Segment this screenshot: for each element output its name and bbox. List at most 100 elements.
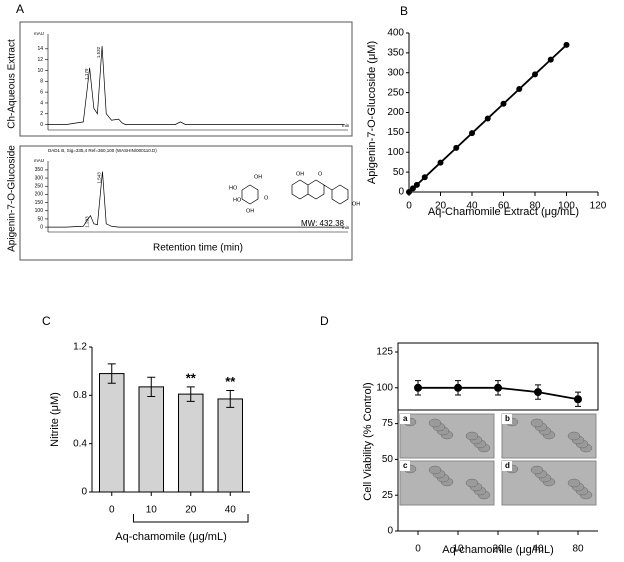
error-bar bbox=[147, 376, 156, 398]
y-tick-label: 14 bbox=[37, 46, 43, 52]
y-tick-label: 400 bbox=[387, 28, 404, 39]
data-point bbox=[409, 185, 416, 192]
x-tick-label: 80 bbox=[529, 201, 541, 212]
chromatogram-header: DAD1 B, Sig=335,4 Ref=360,100 (WASHIN\00… bbox=[48, 148, 157, 153]
significance-label: ** bbox=[225, 374, 236, 389]
x-tick-label: 40 bbox=[532, 544, 544, 555]
structure-label: O bbox=[318, 171, 323, 177]
chromatogram-frame bbox=[19, 145, 353, 261]
error-bar bbox=[186, 386, 195, 402]
significance-label: ** bbox=[186, 370, 197, 385]
plot-frame bbox=[397, 342, 599, 411]
bar bbox=[99, 373, 125, 493]
x-tick-label: 60 bbox=[498, 201, 510, 212]
data-line bbox=[48, 46, 345, 125]
data-point bbox=[414, 383, 422, 392]
data-point bbox=[534, 388, 542, 397]
data-point bbox=[484, 115, 491, 122]
x-tick-label: 40 bbox=[466, 201, 478, 212]
peak-label: 1.543 bbox=[97, 172, 102, 184]
micrograph-label-bg bbox=[400, 414, 410, 424]
data-line bbox=[48, 171, 345, 228]
y-tick-label: 1.2 bbox=[73, 342, 87, 353]
y-tick-label: 100 bbox=[35, 208, 44, 214]
x-tick-label: 40 bbox=[225, 505, 237, 516]
micrograph-label: c bbox=[403, 461, 408, 470]
peak-label: 1.203 bbox=[85, 216, 90, 228]
data-point bbox=[563, 41, 570, 48]
x-tick-label: 10 bbox=[452, 544, 464, 555]
x-unit: min bbox=[342, 225, 350, 230]
panel-label: C bbox=[42, 314, 51, 328]
y-tick-label: 250 bbox=[35, 184, 44, 190]
y-tick-label: 0 bbox=[40, 224, 43, 230]
micrograph-label: b bbox=[505, 414, 510, 423]
y-tick-label: 0.4 bbox=[73, 438, 87, 449]
micrograph-label: a bbox=[403, 414, 408, 423]
x-tick-label: 20 bbox=[492, 544, 504, 555]
structure-label: OH bbox=[296, 171, 304, 177]
y-tick-label: 50 bbox=[37, 216, 43, 222]
data-point bbox=[494, 383, 502, 392]
x-axis-label: Aq-chamomile (μg/mL) bbox=[115, 531, 226, 543]
x-tick-label: 0 bbox=[406, 201, 412, 212]
y-unit: mAU bbox=[34, 31, 44, 36]
micrograph-label: d bbox=[505, 461, 510, 470]
y-tick-label: 350 bbox=[387, 48, 404, 59]
y-tick-label: 50 bbox=[393, 167, 405, 178]
y-axis-label: Apigenin-7-O-Glucoside (μM) bbox=[366, 41, 378, 184]
dose-bracket bbox=[132, 514, 249, 523]
data-point bbox=[469, 130, 475, 137]
data-point bbox=[421, 174, 428, 181]
data-point bbox=[453, 144, 460, 151]
mw-note: MW: 432.38 bbox=[301, 219, 345, 228]
structure-label: HO bbox=[229, 185, 238, 191]
x-tick-label: 20 bbox=[185, 505, 197, 516]
y-unit: mAU bbox=[34, 158, 44, 163]
x-unit: min bbox=[342, 123, 350, 128]
x-tick-label: 10 bbox=[146, 505, 158, 516]
x-tick-label: 0 bbox=[109, 505, 115, 516]
data-point bbox=[406, 189, 412, 195]
y-tick-label: 100 bbox=[387, 147, 404, 158]
x-axis-label: Aq-Chamomile Extract (μg/mL) bbox=[428, 206, 579, 218]
x-axis-label: Retention time (min) bbox=[153, 243, 243, 254]
y-tick-label: 12 bbox=[37, 57, 43, 63]
cell bbox=[530, 465, 544, 475]
cell bbox=[465, 478, 479, 488]
x-tick-label: 80 bbox=[572, 544, 584, 555]
structure-label: OH bbox=[246, 208, 254, 214]
y-tick-label: 75 bbox=[382, 418, 394, 429]
y-tick-label: 0 bbox=[81, 487, 87, 498]
micrograph-label-bg bbox=[502, 414, 512, 424]
y-tick-label: 125 bbox=[376, 347, 393, 358]
cell bbox=[567, 478, 581, 488]
structure-label: HO bbox=[233, 197, 242, 203]
micrograph-label-bg bbox=[400, 461, 410, 471]
y-tick-label: 8 bbox=[40, 79, 43, 85]
data-point bbox=[547, 56, 554, 63]
error-bar bbox=[226, 390, 235, 408]
y-tick-label: 10 bbox=[37, 68, 43, 74]
structure-label: OH bbox=[254, 174, 262, 180]
cell bbox=[567, 431, 581, 441]
cell bbox=[530, 418, 544, 428]
data-point bbox=[532, 71, 538, 78]
bar bbox=[178, 393, 204, 493]
x-tick-label: 120 bbox=[590, 201, 607, 212]
y-axis-label: Nitrite (μM) bbox=[49, 392, 61, 447]
y-tick-label: 25 bbox=[382, 490, 394, 501]
peak-label: 1.532 bbox=[96, 46, 101, 58]
y-axis-label: Apigenin-7-O-Glucoside bbox=[7, 145, 18, 252]
y-tick-label: 300 bbox=[35, 175, 44, 181]
y-tick-label: 0 bbox=[387, 526, 393, 537]
y-tick-label: 300 bbox=[387, 67, 404, 78]
y-tick-label: 0 bbox=[398, 187, 404, 198]
x-tick-label: 20 bbox=[435, 201, 447, 212]
panel-label: D bbox=[320, 314, 329, 328]
x-axis-label: Aq-chamomile (μg/mL) bbox=[442, 544, 553, 556]
data-point bbox=[500, 100, 507, 107]
y-tick-label: 200 bbox=[387, 107, 404, 118]
structure-label: O bbox=[264, 195, 269, 201]
